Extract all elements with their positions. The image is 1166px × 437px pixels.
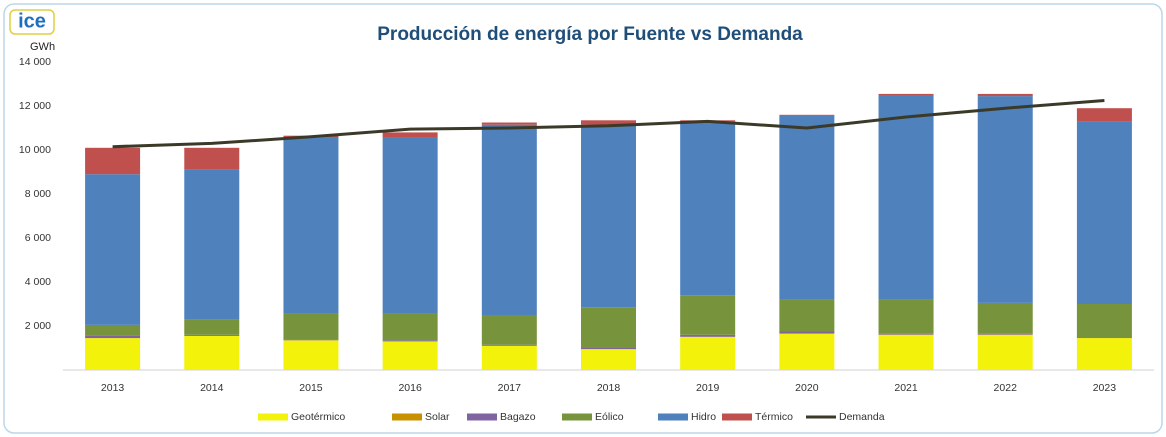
y-tick-label: 12 000 bbox=[19, 100, 51, 112]
bar-segment bbox=[680, 334, 736, 337]
logo-box bbox=[9, 9, 55, 35]
bar-segment bbox=[779, 114, 835, 116]
bar-segment bbox=[1076, 337, 1132, 338]
logo: ice bbox=[18, 10, 46, 32]
x-tick-label: 2023 bbox=[1093, 382, 1117, 394]
bar-segment bbox=[85, 324, 141, 336]
bar-segment bbox=[581, 120, 636, 125]
bar-segment bbox=[283, 339, 339, 341]
bar-segment bbox=[680, 337, 736, 370]
bar-segment bbox=[1076, 338, 1132, 370]
y-tick-label: 4 000 bbox=[25, 276, 51, 288]
legend-swatch bbox=[392, 413, 422, 421]
bar-segment bbox=[977, 93, 1033, 97]
x-tick-label: 2020 bbox=[795, 382, 819, 394]
legend-label: Bagazo bbox=[500, 411, 536, 423]
legend-label: Solar bbox=[425, 411, 450, 423]
legend-swatch bbox=[258, 413, 288, 421]
bar-segment bbox=[283, 340, 339, 370]
legend-swatch bbox=[562, 413, 592, 421]
chart-title: Producción de energía por Fuente vs Dema… bbox=[377, 24, 803, 45]
x-tick-label: 2019 bbox=[696, 382, 720, 394]
bar-segment bbox=[85, 335, 141, 339]
legend-label: Térmico bbox=[755, 411, 793, 423]
bar-segment bbox=[382, 340, 438, 342]
bar-segment bbox=[779, 299, 835, 332]
bar-segment bbox=[680, 295, 736, 335]
x-tick-label: 2014 bbox=[200, 382, 224, 394]
bar-segment bbox=[85, 174, 141, 325]
bar-segment bbox=[481, 122, 537, 125]
bar-segment bbox=[977, 334, 1033, 370]
bar-segment bbox=[481, 124, 537, 315]
bar-segment bbox=[680, 121, 736, 296]
y-axis-label: GWh bbox=[30, 41, 55, 53]
bar-segment bbox=[779, 333, 835, 370]
y-tick-label: 6 000 bbox=[25, 232, 51, 244]
bar-segment bbox=[581, 307, 636, 348]
bar-segment bbox=[878, 95, 934, 300]
bar-segment bbox=[779, 115, 835, 300]
x-tick-label: 2013 bbox=[101, 382, 125, 394]
bar-segment bbox=[1076, 304, 1132, 337]
y-tick-label: 2 000 bbox=[25, 320, 51, 332]
y-tick-label: 10 000 bbox=[19, 144, 51, 156]
x-tick-label: 2018 bbox=[597, 382, 621, 394]
bar-segment bbox=[184, 319, 240, 335]
bar-segment bbox=[85, 338, 141, 370]
x-tick-label: 2015 bbox=[299, 382, 323, 394]
bar-segment bbox=[184, 147, 240, 170]
legend-label: Geotérmico bbox=[291, 411, 345, 423]
legend-label: Eólico bbox=[595, 411, 624, 423]
legend-label: Hidro bbox=[691, 411, 716, 423]
bar-segment bbox=[481, 344, 537, 346]
x-tick-label: 2017 bbox=[498, 382, 522, 394]
bar-segment bbox=[878, 333, 934, 335]
legend-label: Demanda bbox=[839, 411, 885, 423]
x-tick-label: 2022 bbox=[994, 382, 1018, 394]
bar-segment bbox=[581, 348, 636, 350]
bar-segment bbox=[184, 335, 240, 370]
line bbox=[112, 99, 1105, 149]
bar-segment bbox=[977, 333, 1033, 335]
y-tick-label: 14 000 bbox=[19, 56, 51, 68]
bar-segment bbox=[977, 302, 1033, 334]
legend-swatch bbox=[467, 413, 497, 421]
bar-segment bbox=[581, 349, 636, 370]
x-tick-label: 2021 bbox=[894, 382, 918, 394]
bar-segment bbox=[382, 341, 438, 370]
bar-segment bbox=[977, 96, 1033, 303]
bar-segment bbox=[1076, 108, 1132, 122]
x-tick-label: 2016 bbox=[398, 382, 422, 394]
bar-segment bbox=[481, 345, 537, 370]
bar-segment bbox=[779, 331, 835, 334]
bar-segment bbox=[481, 315, 537, 345]
bar-segment bbox=[878, 299, 934, 334]
bar-segment bbox=[382, 132, 438, 138]
bar-segment bbox=[878, 93, 934, 95]
bar-segment bbox=[1076, 121, 1132, 305]
bar-segment bbox=[283, 313, 339, 340]
bar-segment bbox=[184, 169, 240, 320]
bar-segment bbox=[283, 137, 339, 314]
legend-swatch bbox=[722, 413, 752, 421]
legend-swatch bbox=[658, 413, 688, 421]
bar-segment bbox=[581, 124, 636, 308]
bar-segment bbox=[382, 137, 438, 314]
y-tick-label: 8 000 bbox=[25, 188, 51, 200]
bar-segment bbox=[85, 147, 141, 175]
bar-segment bbox=[382, 313, 438, 341]
bar-segment bbox=[184, 334, 240, 336]
bar-segment bbox=[878, 334, 934, 370]
